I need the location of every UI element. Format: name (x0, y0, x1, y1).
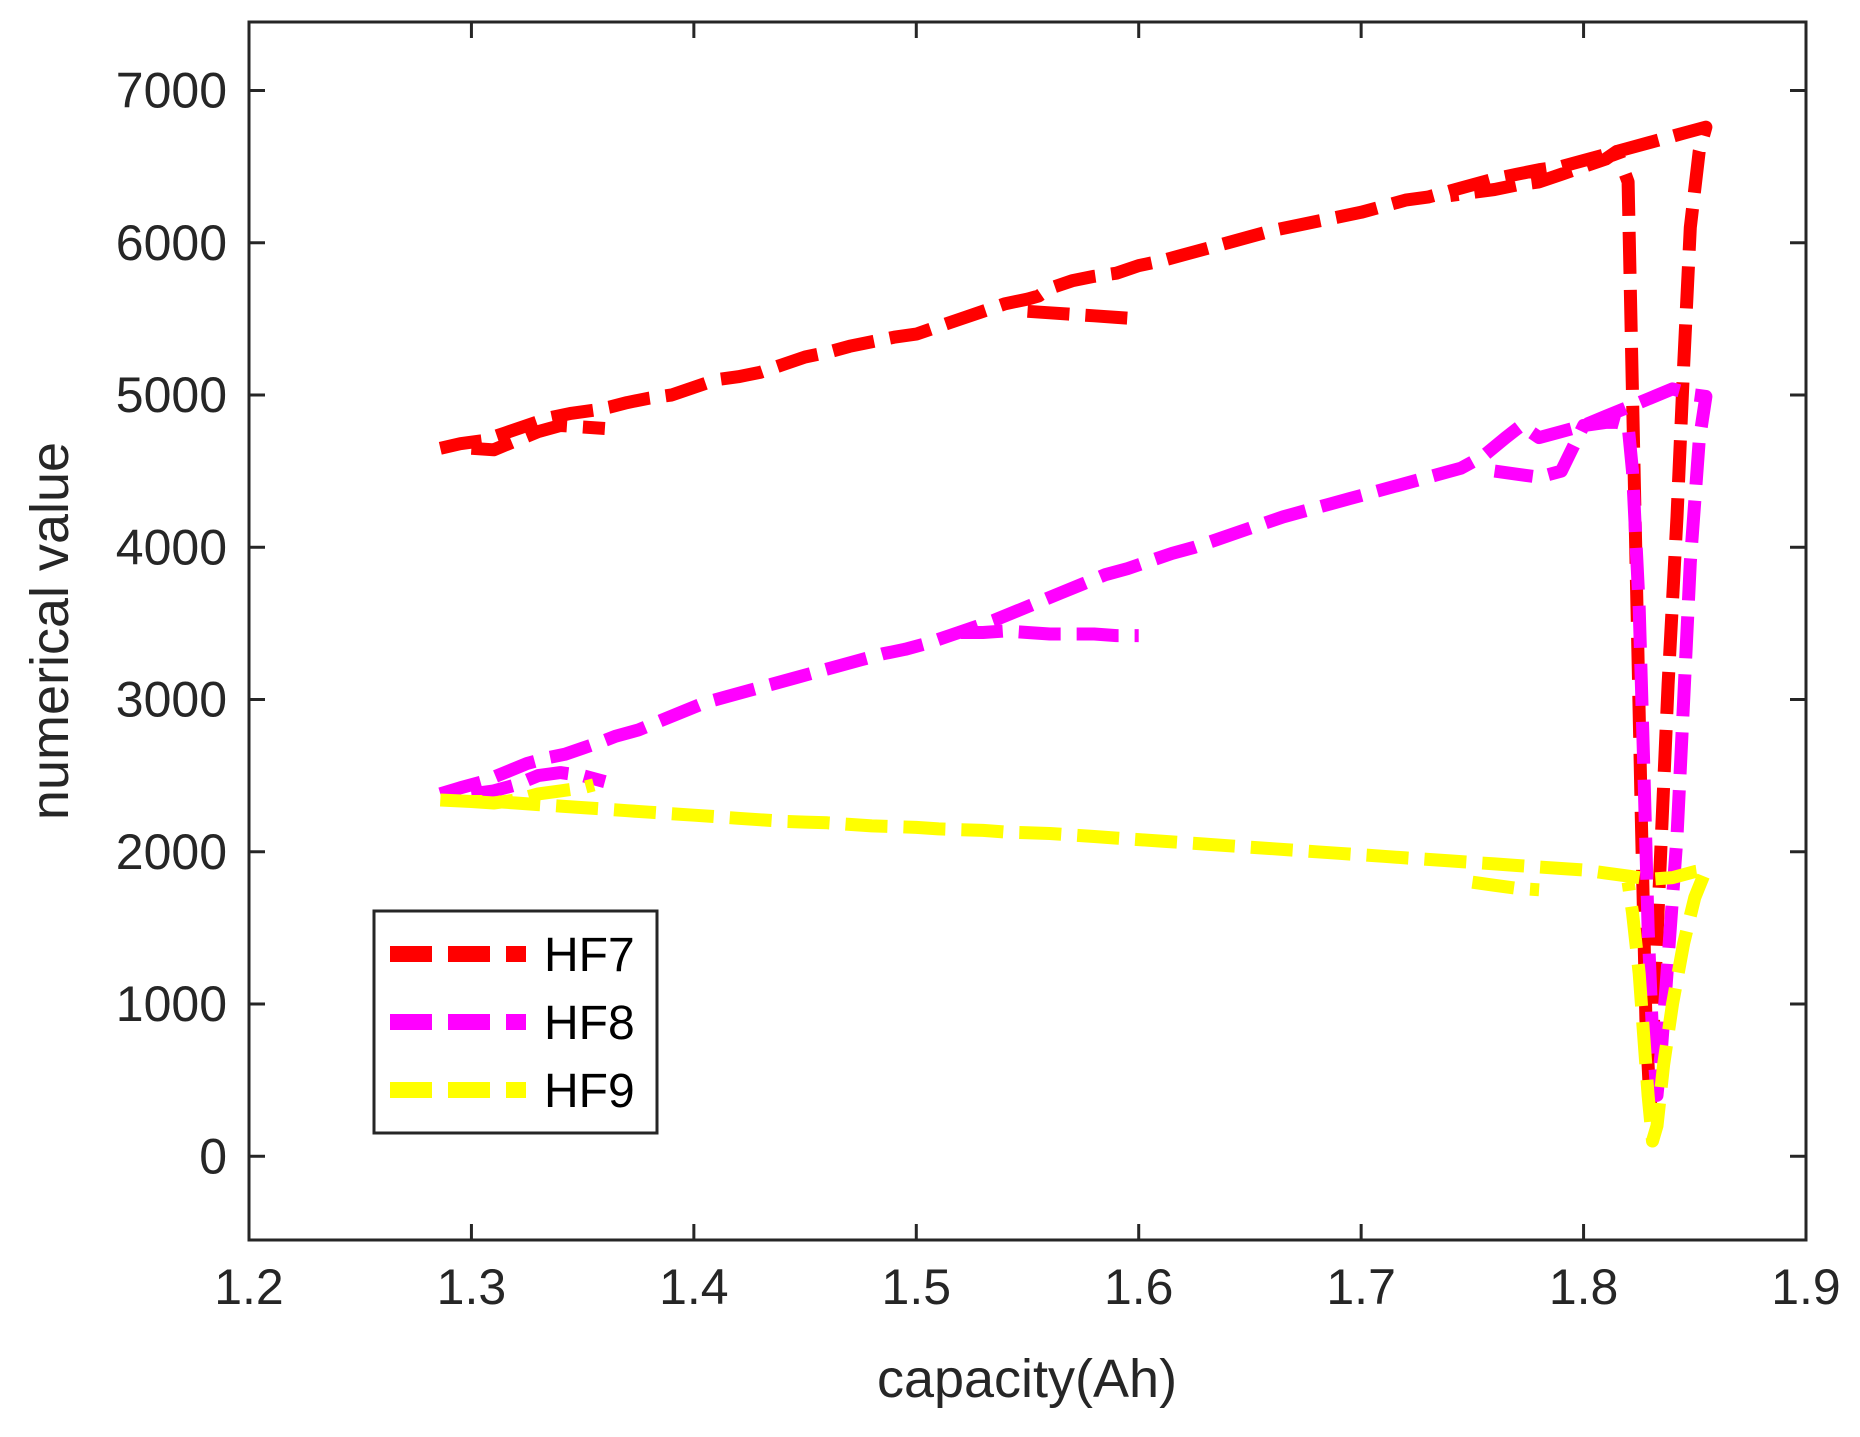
x-tick-label: 1.8 (1549, 1259, 1619, 1315)
x-tick-label: 1.3 (437, 1259, 507, 1315)
y-tick-label: 1000 (116, 976, 227, 1032)
legend-label-hf8: HF8 (544, 997, 635, 1050)
y-tick-label: 2000 (116, 824, 227, 880)
y-tick-label: 7000 (116, 63, 227, 119)
series-line-hf8-a (960, 624, 1139, 643)
series-line-hf9-a (470, 778, 596, 810)
x-tick-label: 1.4 (659, 1259, 729, 1315)
series-layer (438, 120, 1713, 1148)
legend-label-hf9: HF9 (544, 1065, 635, 1118)
y-axis-label: numerical value (20, 442, 80, 820)
legend-label-hf7: HF7 (544, 929, 635, 982)
series-line-hf9-b (1471, 875, 1540, 897)
y-tick-label: 5000 (116, 367, 227, 423)
y-tick-label: 4000 (116, 519, 227, 575)
x-tick-label: 1.6 (1104, 1259, 1174, 1315)
x-tick-label: 1.9 (1771, 1259, 1841, 1315)
x-axis-label: capacity(Ah) (877, 1349, 1177, 1409)
y-tick-label: 3000 (116, 672, 227, 728)
y-tick-label: 6000 (116, 215, 227, 271)
x-tick-label: 1.2 (214, 1259, 284, 1315)
series-line-hf8-b (470, 766, 607, 801)
ticks-layer: 1.2 1.3 1.4 1.5 1.6 1.7 1.8 1.9 0 1000 2000 3000 400… (116, 22, 1841, 1315)
legend: HF7 HF8 HF9 (372, 909, 659, 1135)
series-line-hf9 (439, 793, 1713, 1148)
series-line-hf7-a (1027, 304, 1140, 326)
x-tick-label: 1.7 (1326, 1259, 1396, 1315)
plot-area-frame (247, 20, 1808, 1242)
x-tick-label: 1.5 (882, 1259, 952, 1315)
series-line-hf7-b (470, 419, 606, 457)
y-tick-label: 0 (199, 1128, 227, 1184)
